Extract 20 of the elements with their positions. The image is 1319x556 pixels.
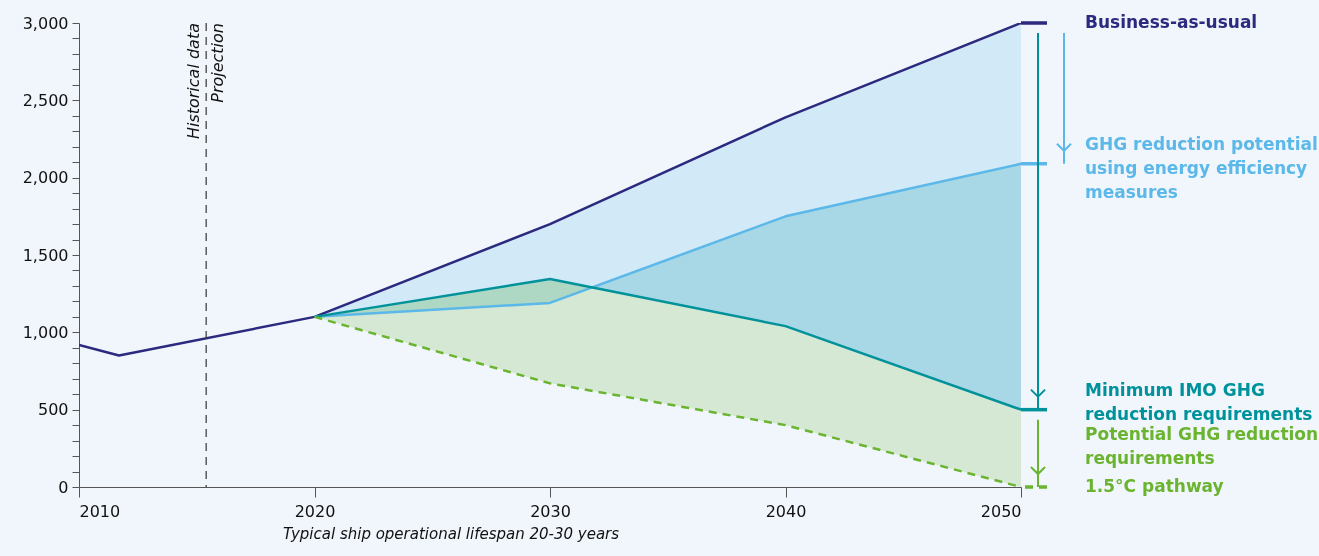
y-tick-label: 1,500 xyxy=(22,245,69,265)
annotation: Historical data xyxy=(184,23,204,140)
y-tick-label: 0 xyxy=(58,477,69,497)
legend-label: GHG reduction potential using energy efficiency measures xyxy=(1085,133,1318,202)
text: Typical ship operational lifespan 20-30 years xyxy=(283,525,620,543)
x-tick-label: 2020 xyxy=(294,501,336,521)
legend-label: Minimum IMO GHG reduction requirements xyxy=(1085,379,1313,424)
annotation: Projection xyxy=(208,23,228,103)
legend-label: Business-as-usual xyxy=(1085,12,1258,32)
y-tick-label: 2,000 xyxy=(22,168,69,188)
x-tick-label: 2010 xyxy=(79,501,121,521)
legend-label: 1.5°C pathway xyxy=(1085,476,1224,496)
y-tick-label: 2,500 xyxy=(22,90,69,110)
y-tick-label: 1,000 xyxy=(22,322,69,342)
y-tick-label: 500 xyxy=(37,400,69,420)
x-tick-label: 2050 xyxy=(980,501,1022,521)
x-tick-label: 2040 xyxy=(765,501,807,521)
x-tick-label: 2030 xyxy=(530,501,571,521)
y-tick-label: 3,000 xyxy=(22,13,69,33)
text: Potential GHG reduction requirements xyxy=(1085,423,1319,468)
